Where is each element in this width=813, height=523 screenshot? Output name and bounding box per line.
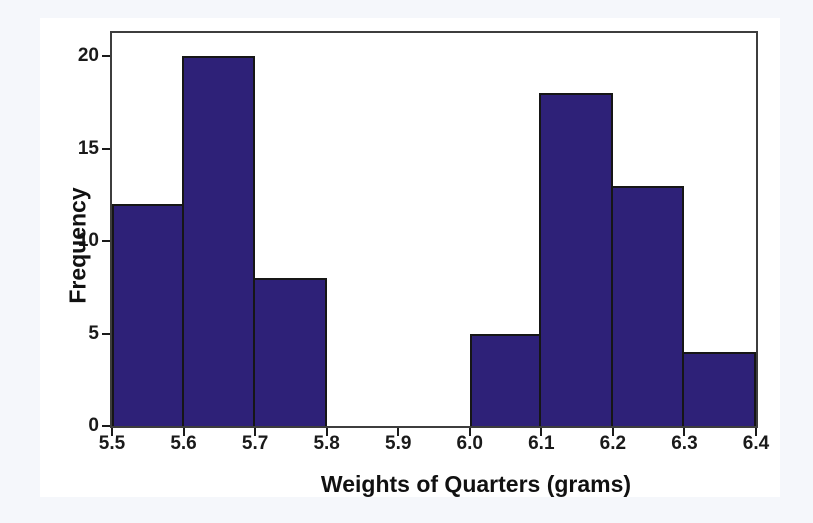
histogram-bar bbox=[469, 333, 542, 426]
x-tick-label: 6.1 bbox=[528, 433, 555, 454]
x-tick-mark bbox=[325, 428, 328, 436]
histogram-bar bbox=[682, 352, 756, 426]
x-tick-mark bbox=[468, 428, 471, 436]
x-tick-mark bbox=[111, 428, 113, 436]
y-tick-label: 15 bbox=[77, 137, 99, 159]
x-tick-label: 5.6 bbox=[170, 433, 197, 454]
y-tick-label: 20 bbox=[77, 45, 99, 67]
x-tick-label: 6.3 bbox=[671, 433, 698, 454]
histogram-bar bbox=[539, 93, 613, 426]
x-tick-label: 6.2 bbox=[599, 433, 627, 454]
y-tick-mark bbox=[102, 147, 110, 150]
y-tick-mark bbox=[102, 55, 110, 58]
x-tick-label: 6.4 bbox=[742, 433, 770, 454]
chart-panel: 0 5 10 15 20 5.5 5.6 5.7 5.8 5.9 6.0 6.1 6.2 6.3 6.4 … bbox=[40, 18, 780, 497]
x-tick-mark bbox=[182, 428, 185, 436]
x-tick-label: 5.8 bbox=[313, 433, 340, 454]
plot-area: 0 5 10 15 20 5.5 5.6 5.7 5.8 5.9 6.0 6.1 6.2 6.3 6.4 bbox=[78, 31, 769, 454]
y-tick-label: 10 bbox=[77, 230, 99, 252]
y-tick-mark bbox=[102, 240, 110, 243]
x-tick-label: 5.9 bbox=[385, 433, 412, 454]
x-tick-mark bbox=[540, 428, 543, 436]
x-tick-mark bbox=[611, 428, 614, 436]
x-tick-label: 5.7 bbox=[241, 433, 269, 454]
x-tick-mark bbox=[755, 428, 757, 436]
histogram-bar bbox=[253, 278, 327, 426]
y-tick-label: 0 bbox=[88, 415, 99, 436]
x-tick-mark bbox=[397, 428, 400, 436]
histogram-bar bbox=[181, 56, 256, 426]
x-tick-label: 5.5 bbox=[98, 433, 126, 454]
histogram-bar bbox=[112, 204, 184, 426]
y-tick-mark bbox=[102, 332, 110, 335]
x-tick-label: 6.0 bbox=[456, 433, 483, 454]
x-tick-mark bbox=[683, 428, 686, 436]
y-tick-label: 5 bbox=[88, 322, 99, 344]
x-tick-mark bbox=[254, 428, 257, 436]
y-axis-title: Frequency bbox=[64, 187, 91, 304]
x-axis-title: Weights of Quarters (grams) bbox=[320, 471, 632, 497]
y-tick-mark bbox=[102, 425, 110, 427]
histogram-bar bbox=[610, 185, 685, 426]
